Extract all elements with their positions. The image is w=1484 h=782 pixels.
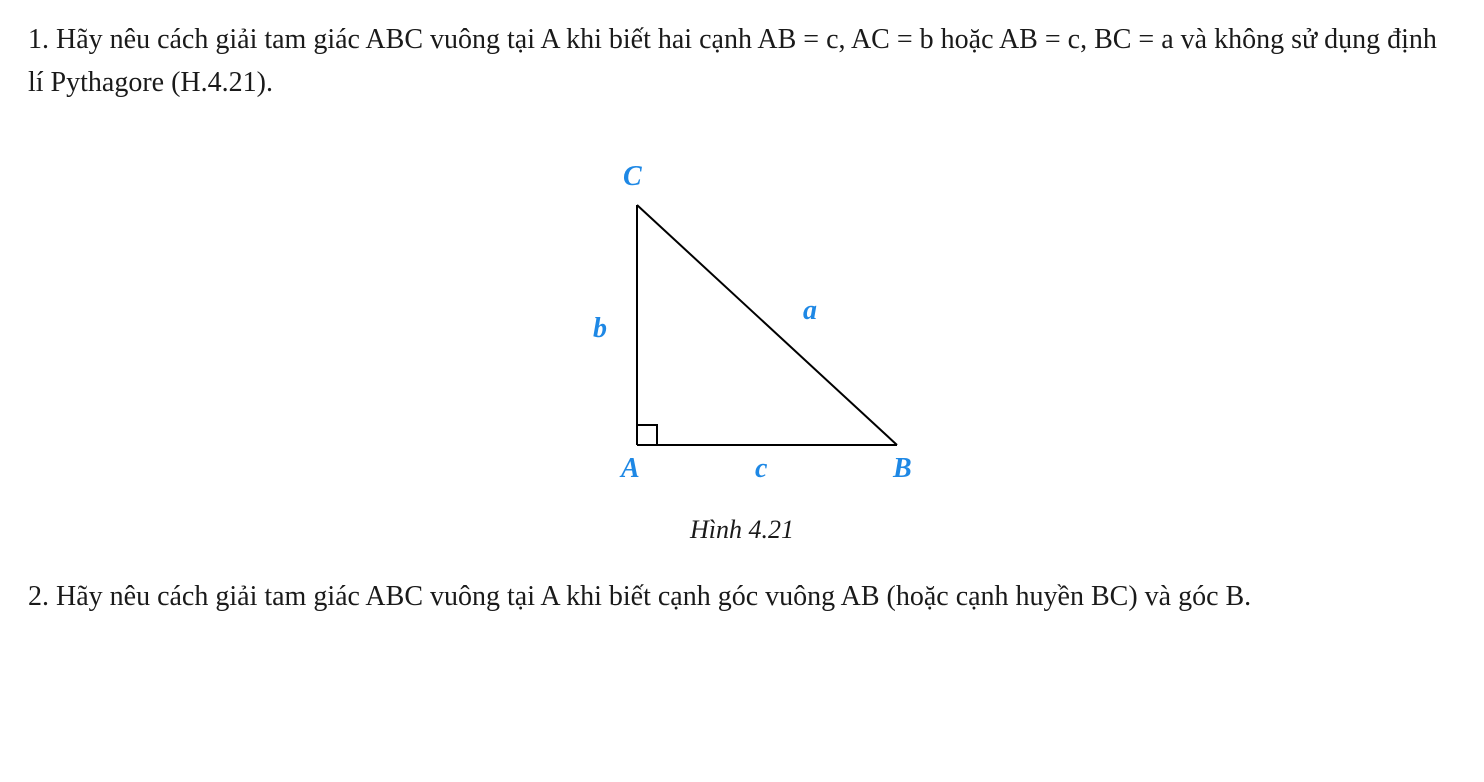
side-a-line [637, 205, 897, 445]
side-label-a: a [803, 295, 817, 327]
right-angle-marker [637, 425, 657, 445]
vertex-label-c: C [623, 161, 642, 193]
figure-container: C A B b a c Hình 4.21 [28, 145, 1456, 545]
figure-caption: Hình 4.21 [690, 515, 794, 545]
triangle-figure: C A B b a c Hình 4.21 [527, 145, 957, 545]
page: 1. Hãy nêu cách giải tam giác ABC vuông … [0, 0, 1484, 644]
side-label-c: c [755, 453, 767, 485]
question-1-text: 1. Hãy nêu cách giải tam giác ABC vuông … [28, 18, 1456, 105]
side-label-b: b [593, 313, 607, 345]
triangle-svg [527, 145, 957, 505]
question-2-text: 2. Hãy nêu cách giải tam giác ABC vuông … [28, 575, 1456, 618]
vertex-label-b: B [893, 453, 912, 485]
vertex-label-a: A [621, 453, 640, 485]
